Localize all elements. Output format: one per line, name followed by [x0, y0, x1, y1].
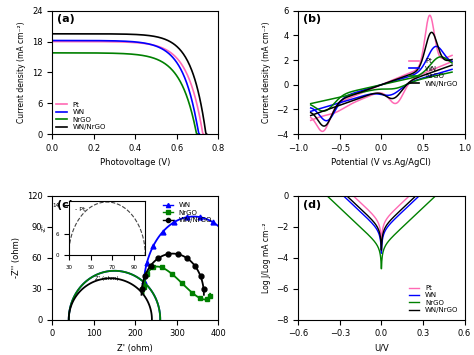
- WN: [139, 40, 145, 45]
- Y-axis label: Log J/Log mA cm⁻²: Log J/Log mA cm⁻²: [262, 223, 271, 293]
- WN: [183, 78, 189, 82]
- WN/NrGO: [49, 32, 55, 36]
- NrGO: [135, 53, 141, 57]
- WN: [50, 38, 55, 43]
- Pt: [394, 206, 400, 210]
- X-axis label: Potential (V vs.Ag/AgCl): Potential (V vs.Ag/AgCl): [331, 158, 431, 168]
- Pt: [139, 41, 145, 45]
- Pt: [371, 213, 376, 218]
- WN/NrGO: [371, 219, 376, 224]
- WN: [196, 132, 202, 136]
- WN/NrGO: [462, 148, 467, 152]
- NrGO: [394, 231, 400, 235]
- Legend: Pt, WN, NrGO, WN/NrGO: Pt, WN, NrGO, WN/NrGO: [406, 282, 461, 316]
- Line: WN: WN: [52, 40, 200, 134]
- WN: [325, 179, 330, 183]
- NrGO: [49, 51, 55, 55]
- WN/NrGO: [203, 132, 209, 136]
- WN/NrGO: [190, 70, 195, 74]
- NrGO: [172, 71, 177, 75]
- NrGO: [325, 194, 330, 198]
- WN/NrGO: [394, 212, 400, 216]
- WN/NrGO: [204, 132, 210, 136]
- X-axis label: Z' (ohm): Z' (ohm): [118, 344, 153, 353]
- WN: [49, 38, 55, 43]
- Legend: WN, NrGO, WN/NrGO: WN, NrGO, WN/NrGO: [160, 200, 215, 226]
- Pt: [407, 193, 412, 198]
- WN: [371, 223, 376, 227]
- WN/NrGO: [180, 50, 185, 55]
- WN: [462, 151, 467, 155]
- WN/NrGO: [407, 200, 412, 204]
- Pt: [139, 41, 145, 45]
- WN/NrGO: [141, 33, 147, 37]
- NrGO: [295, 166, 301, 171]
- WN: [295, 151, 301, 155]
- Line: NrGO: NrGO: [52, 53, 197, 134]
- NrGO: [50, 51, 55, 55]
- Line: Pt: Pt: [52, 42, 204, 134]
- Text: (a): (a): [57, 14, 75, 24]
- WN: [394, 215, 400, 219]
- Y-axis label: -Z'' (ohm): -Z'' (ohm): [12, 237, 21, 278]
- Y-axis label: Current density (mA cm⁻²): Current density (mA cm⁻²): [17, 22, 26, 123]
- WN/NrGO: [338, 188, 344, 192]
- NrGO: [338, 207, 344, 211]
- X-axis label: Photovoltage (V): Photovoltage (V): [100, 158, 171, 168]
- WN/NrGO: [325, 176, 330, 180]
- Pt: [142, 42, 148, 46]
- NrGO: [194, 132, 200, 136]
- WN/NrGO: [421, 186, 427, 191]
- Pt: [325, 169, 330, 174]
- Pt: [295, 142, 301, 146]
- Pt: [462, 142, 467, 146]
- WN: [137, 40, 143, 44]
- Pt: [200, 132, 206, 136]
- Pt: [421, 180, 427, 185]
- NrGO: [421, 205, 427, 209]
- Pt: [201, 132, 207, 136]
- NrGO: [181, 87, 187, 91]
- Line: WN/NrGO: WN/NrGO: [52, 34, 207, 134]
- Pt: [49, 39, 55, 44]
- Text: (d): (d): [303, 200, 321, 210]
- WN: [421, 190, 427, 194]
- Y-axis label: Current density (mA cm⁻²): Current density (mA cm⁻²): [262, 22, 271, 123]
- Pt: [187, 77, 192, 82]
- NrGO: [136, 53, 141, 57]
- NrGO: [371, 238, 376, 242]
- WN: [379, 251, 384, 255]
- Pt: [50, 39, 55, 44]
- WN: [137, 40, 142, 44]
- WN/NrGO: [295, 148, 301, 152]
- Line: NrGO: NrGO: [298, 169, 465, 269]
- X-axis label: U/V: U/V: [374, 344, 389, 353]
- WN/NrGO: [141, 33, 146, 37]
- Pt: [379, 242, 384, 246]
- WN: [197, 132, 202, 136]
- NrGO: [138, 53, 144, 57]
- WN/NrGO: [144, 33, 150, 37]
- WN/NrGO: [50, 32, 55, 36]
- WN/NrGO: [379, 248, 384, 252]
- Line: Pt: Pt: [298, 144, 465, 244]
- WN: [338, 191, 344, 196]
- Text: (c): (c): [57, 200, 74, 210]
- WN: [173, 60, 179, 64]
- Line: WN/NrGO: WN/NrGO: [298, 150, 465, 250]
- Pt: [338, 182, 344, 186]
- Legend: Pt, WN, NrGO, WN/NrGO: Pt, WN, NrGO, WN/NrGO: [406, 56, 461, 89]
- Legend: Pt, WN, NrGO, WN/NrGO: Pt, WN, NrGO, WN/NrGO: [55, 101, 106, 131]
- Text: (b): (b): [303, 14, 321, 24]
- Line: WN: WN: [298, 153, 465, 253]
- Pt: [177, 60, 182, 64]
- NrGO: [194, 132, 200, 136]
- NrGO: [462, 166, 467, 171]
- WN: [407, 203, 412, 207]
- NrGO: [379, 267, 384, 271]
- NrGO: [407, 218, 412, 223]
